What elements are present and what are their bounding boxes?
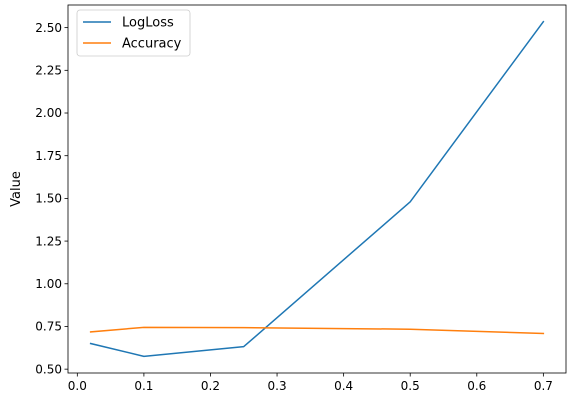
series-line-logloss xyxy=(89,20,545,358)
axes-frame xyxy=(67,4,567,374)
x-tick-label: 0.1 xyxy=(134,379,153,393)
series-layer xyxy=(89,20,545,358)
series-line-accuracy xyxy=(89,326,545,335)
y-tick-label: 1.00 xyxy=(35,277,62,291)
y-tick-label: 0.50 xyxy=(35,362,62,376)
legend: LogLoss Accuracy xyxy=(76,9,191,57)
y-tick-label: 2.50 xyxy=(35,21,62,35)
legend-label-logloss: LogLoss xyxy=(122,16,174,31)
y-tick-label: 1.50 xyxy=(35,192,62,206)
x-tick-label: 0.6 xyxy=(467,379,486,393)
y-axis-label: Value xyxy=(9,171,24,207)
x-tick-label: 0.0 xyxy=(68,379,87,393)
x-tick-label: 0.7 xyxy=(534,379,553,393)
axes-layer: 0.0 0.1 0.2 0.3 0.4 0.5 0.6 0.7 0.50 0.75 1.00 1.25… xyxy=(35,4,567,393)
legend-label-accuracy: Accuracy xyxy=(122,37,182,52)
x-tick-label: 0.2 xyxy=(201,379,220,393)
x-tick-label: 0.3 xyxy=(268,379,287,393)
y-tick-label: 2.25 xyxy=(35,64,62,78)
y-tick-label: 0.75 xyxy=(35,320,62,334)
y-tick-label: 1.25 xyxy=(35,234,62,248)
x-tick-label: 0.4 xyxy=(334,379,353,393)
x-tick-label: 0.5 xyxy=(401,379,420,393)
y-tick-label: 2.00 xyxy=(35,106,62,120)
y-tick-label: 1.75 xyxy=(35,149,62,163)
